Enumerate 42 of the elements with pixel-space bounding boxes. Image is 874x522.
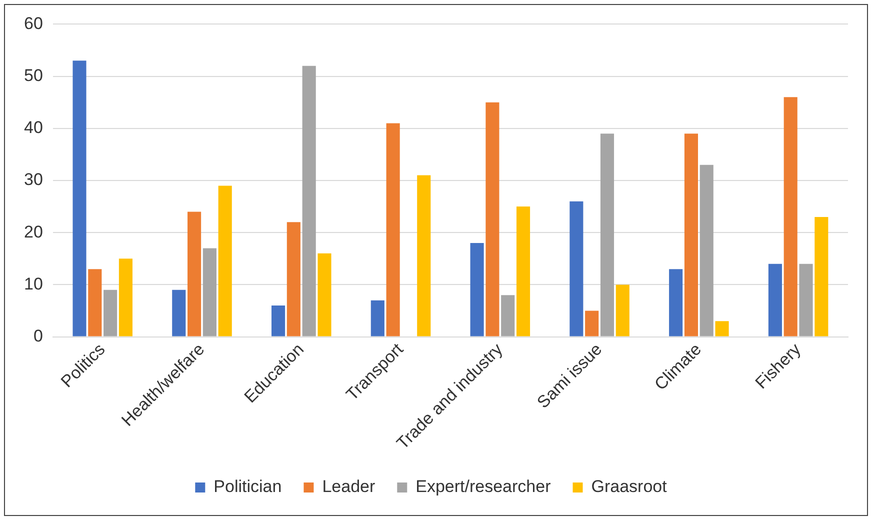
bar — [172, 290, 186, 336]
bar — [470, 243, 484, 336]
bar — [188, 212, 202, 336]
bar — [302, 66, 316, 336]
bar — [616, 284, 630, 336]
bar — [570, 201, 584, 336]
bar — [814, 216, 828, 336]
legend-label: Graasroot — [591, 477, 668, 496]
bar — [501, 295, 515, 336]
bar — [370, 300, 384, 336]
y-tick-label: 40 — [24, 118, 43, 138]
legend-label: Politician — [214, 477, 282, 496]
bar — [600, 134, 614, 336]
bar — [104, 290, 118, 336]
y-tick-label: 0 — [33, 326, 43, 346]
bar — [768, 264, 782, 336]
bar — [486, 102, 500, 336]
bar — [202, 248, 216, 336]
y-tick-label: 60 — [24, 14, 43, 33]
bar — [318, 253, 332, 336]
bar — [585, 310, 599, 336]
bar — [784, 97, 798, 336]
bar — [715, 321, 729, 336]
bar — [271, 306, 286, 336]
bar — [72, 60, 86, 336]
bar — [516, 206, 530, 336]
bar — [700, 164, 714, 336]
y-tick-label: 10 — [24, 274, 43, 294]
legend-label: Leader — [322, 477, 376, 496]
y-tick-label: 50 — [24, 66, 43, 85]
bar — [684, 134, 698, 336]
bar — [386, 123, 400, 336]
y-tick-label: 30 — [24, 170, 43, 190]
bar — [88, 269, 102, 336]
bar — [218, 186, 232, 336]
y-tick-label: 20 — [24, 222, 43, 242]
bar — [799, 264, 813, 336]
bar — [118, 258, 132, 336]
bar — [417, 175, 431, 336]
bar — [669, 269, 683, 336]
bar — [286, 222, 300, 336]
legend-label: Expert/researcher — [416, 477, 552, 496]
